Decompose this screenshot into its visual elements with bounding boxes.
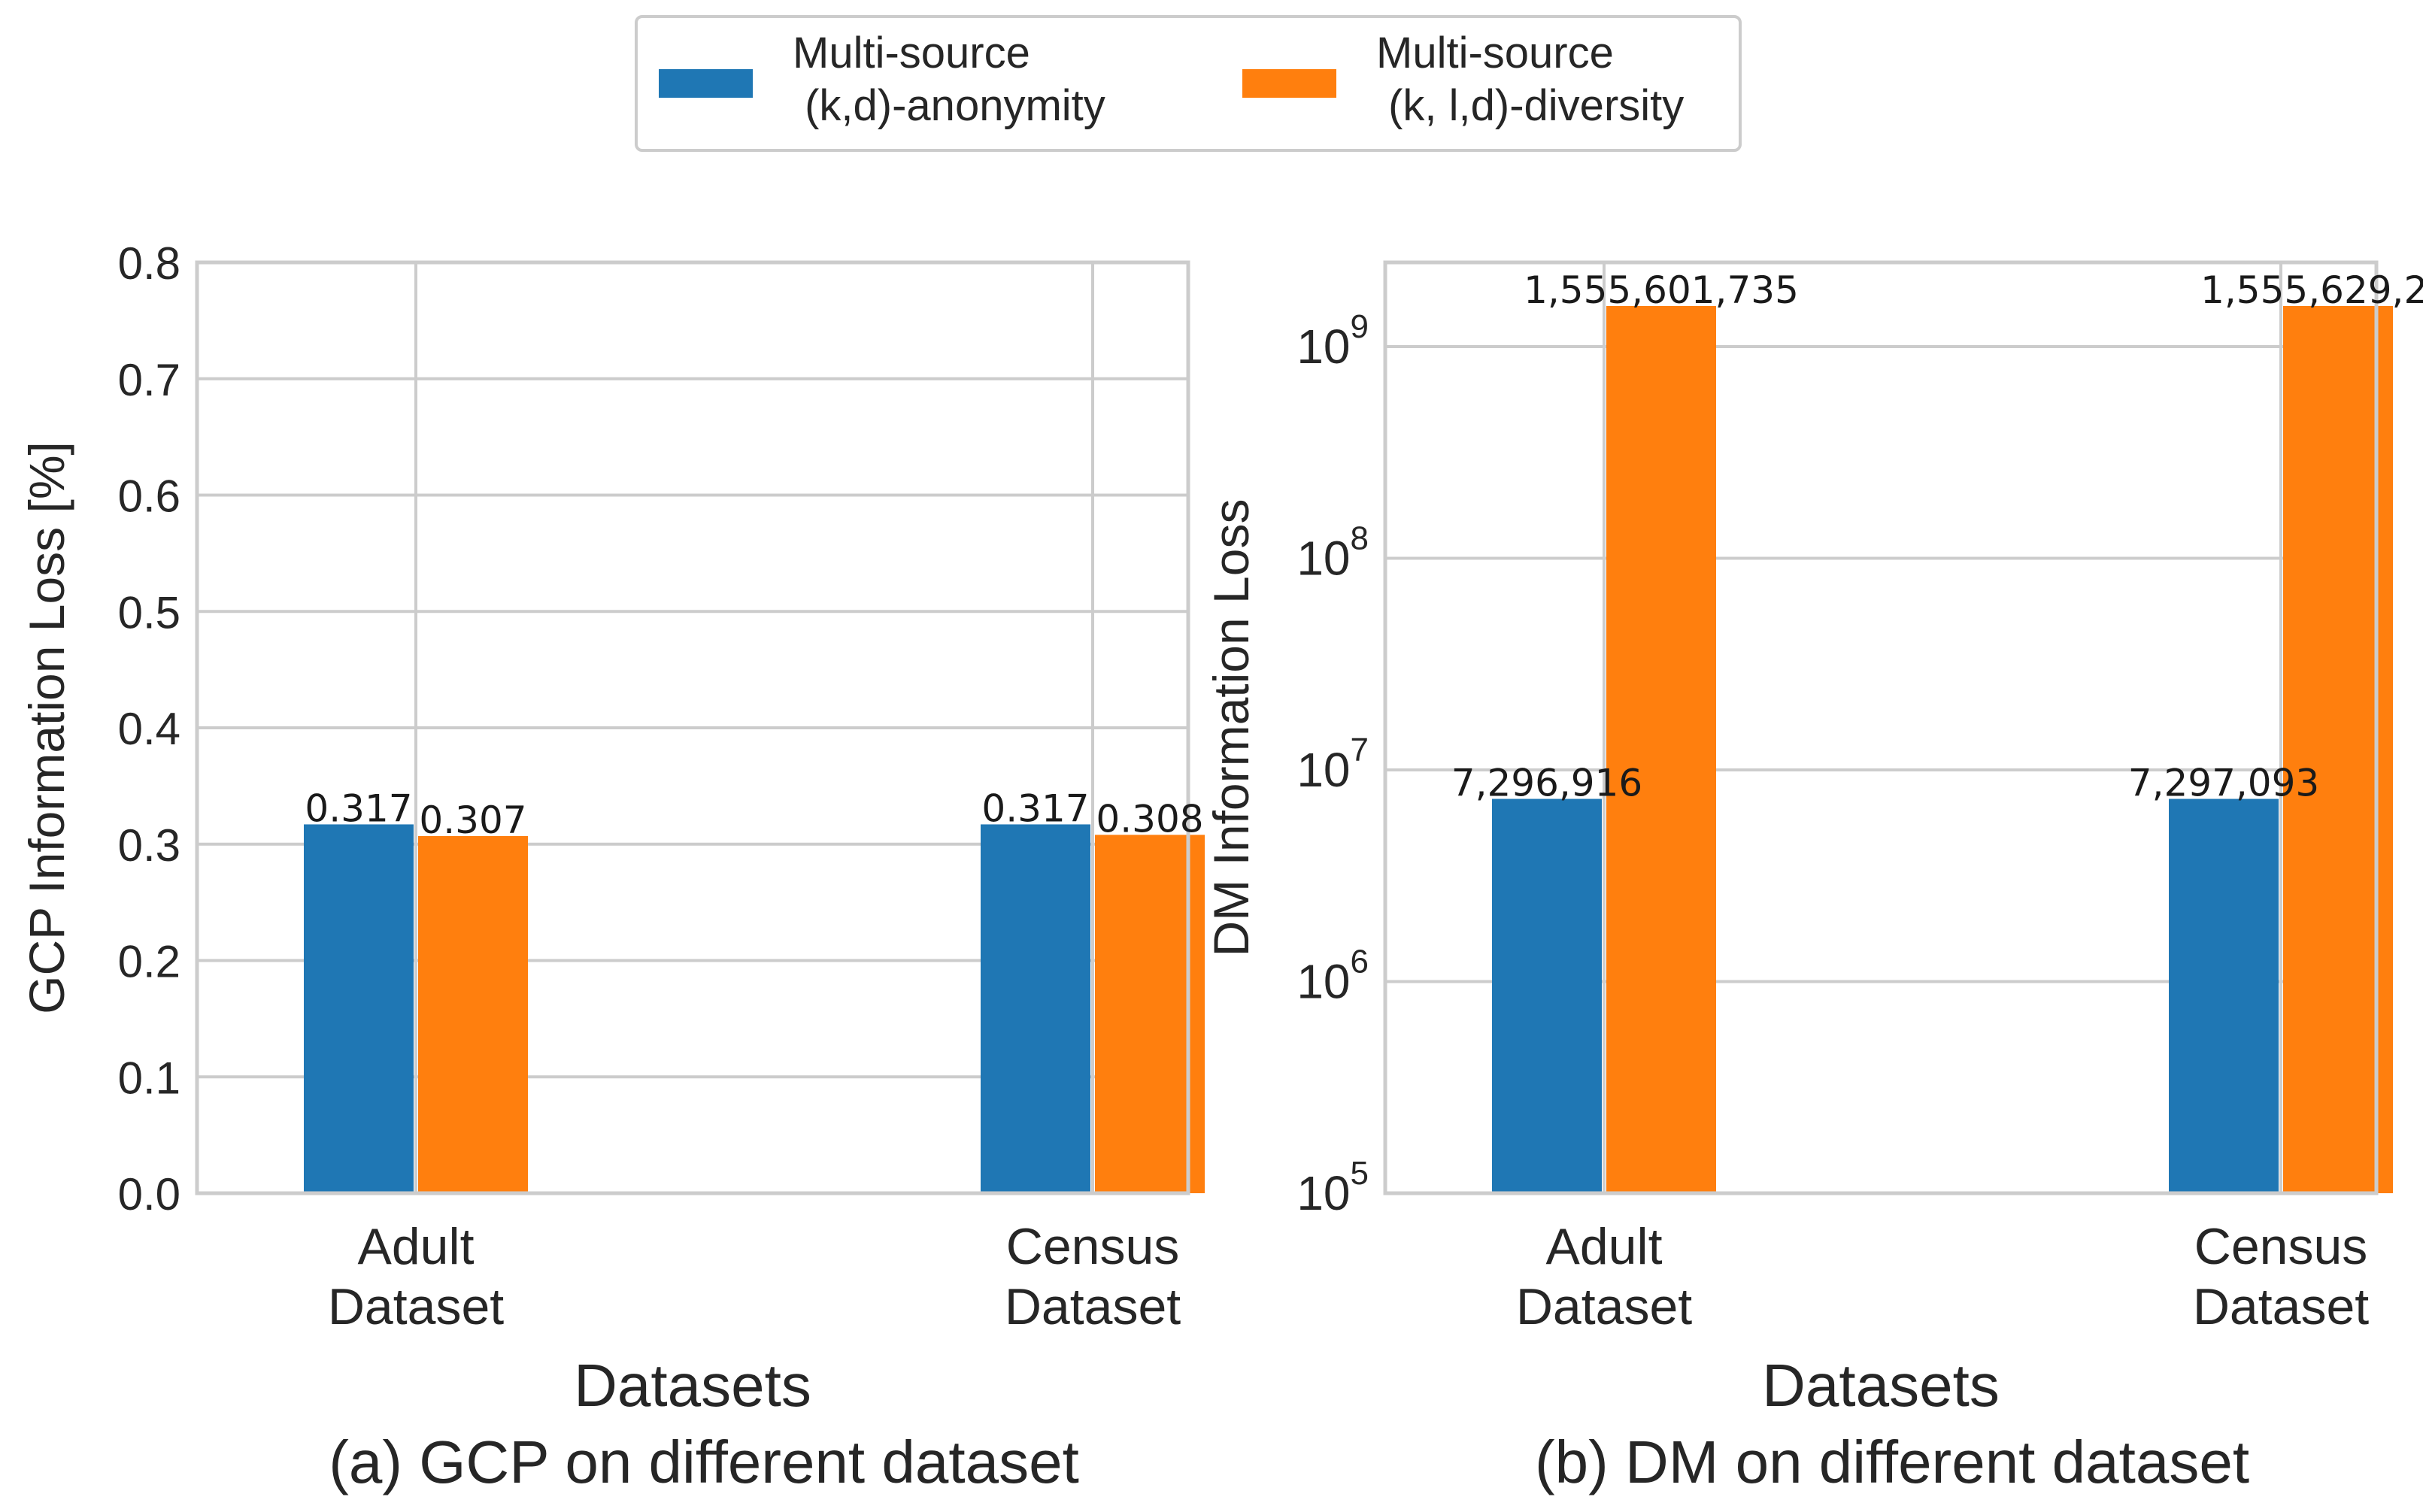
bar-dm-s0-c1 [2169,798,2279,1193]
y-tick-label: 0.8 [118,238,180,289]
x-tick-label-dm-1: Census Dataset [2193,1218,2369,1335]
y-tick-label: 106 [1296,944,1369,1009]
legend-label-diversity-line2: (k, l,d)-diversity [1376,81,1684,130]
x-tick-label-gcp-1: Census Dataset [1005,1218,1181,1335]
legend-label-anonymity-line1: Multi-source [793,29,1030,77]
y-axis-label-gcp: GCP Information Loss [%] [19,441,74,1014]
bar-dm-s0-c0 [1492,798,1602,1193]
x-axis-label-gcp: Datasets [574,1352,811,1419]
legend-box [635,15,1742,152]
data-label-dm-s0-c0: 7,296,916 [1451,762,1642,805]
y-ticks-gcp: 0.0 0.1 0.2 0.3 0.4 0.5 0.6 0.7 0.8 [118,238,180,1220]
y-tick-label: 0.0 [118,1169,180,1220]
data-labels-dm: 7,296,916 7,297,093 1,555,601,735 1,555,629… [1451,268,2423,805]
data-label-gcp-s1-c0: 0.307 [419,798,526,842]
legend-label-anonymity-line2: (k,d)-anonymity [793,81,1105,130]
x-tick-label-gcp-0: Adult Dataset [328,1218,504,1335]
data-label-dm-s1-c0: 1,555,601,735 [1524,268,1799,312]
data-label-dm-s0-c1: 7,297,093 [2128,762,2319,805]
caption-dm: (b) DM on different dataset [1535,1429,2249,1495]
bars-gcp [304,824,1205,1193]
y-tick-label: 108 [1296,520,1369,586]
y-tick-label: 0.4 [118,704,180,754]
bar-dm-s1-c0 [1606,305,1716,1193]
legend-swatch-anonymity [659,69,753,98]
y-tick-label: 105 [1296,1155,1369,1220]
data-label-gcp-s0-c0: 0.317 [305,786,412,830]
legend: Multi-source (k,d)-anonymity Multi-sourc… [635,15,1742,152]
bar-gcp-s0-c0 [304,824,414,1193]
data-label-gcp-s1-c1: 0.308 [1096,797,1203,841]
x-tick-label-dm-0: Adult Dataset [1516,1218,1692,1335]
data-label-gcp-s0-c1: 0.317 [981,786,1089,830]
y-tick-label: 0.2 [118,937,180,987]
y-tick-label: 109 [1296,308,1369,374]
bars-dm [1492,305,2393,1194]
legend-swatch-diversity [1242,69,1336,98]
y-ticks-dm: 105 106 107 108 109 [1296,308,1369,1220]
data-label-dm-s1-c1: 1,555,629,291 [2200,268,2423,312]
y-tick-label: 0.3 [118,820,180,871]
caption-gcp: (a) GCP on different dataset [329,1429,1079,1495]
x-axis-label-dm: Datasets [1762,1352,2000,1419]
plot-frame-gcp [195,260,1190,1195]
y-tick-label: 0.6 [118,471,180,522]
y-tick-label: 107 [1296,732,1369,797]
chart-panel-dm: 7,296,916 7,297,093 1,555,601,735 1,555,629… [1203,260,2423,1495]
bar-gcp-s0-c1 [981,824,1090,1193]
legend-item-diversity: Multi-source (k, l,d)-diversity [1242,29,1684,130]
bar-gcp-s1-c0 [418,835,528,1193]
y-tick-label: 0.7 [118,355,180,405]
y-tick-label: 0.5 [118,587,180,638]
x-ticks-dm: Adult Dataset Census Dataset [1516,1218,2369,1335]
plot-frame-dm [1383,260,2379,1195]
legend-label-diversity-line1: Multi-source [1376,29,1614,77]
x-ticks-gcp: Adult Dataset Census Dataset [328,1218,1181,1335]
y-tick-label: 0.1 [118,1053,180,1103]
legend-item-anonymity: Multi-source (k,d)-anonymity [659,29,1105,130]
y-axis-label-dm: DM Information Loss [1203,499,1259,957]
